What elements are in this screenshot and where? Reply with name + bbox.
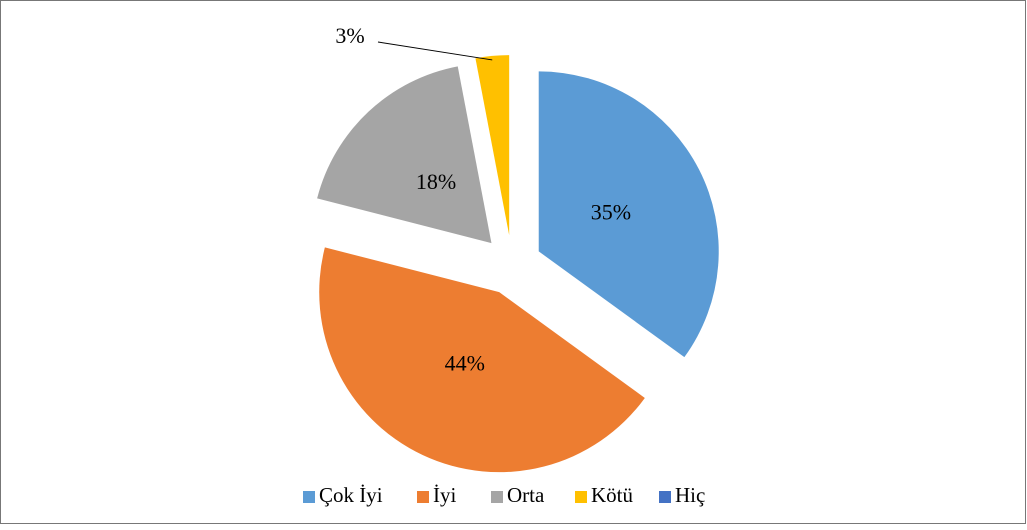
data-label: 44% [445,350,485,375]
data-label: 3% [335,23,364,48]
pie-slice [475,55,510,236]
legend-label: Kötü [591,483,634,507]
legend-label: İyi [433,483,456,507]
pie-slice [538,71,719,358]
legend-label: Hiç [675,483,705,507]
legend-swatch [491,491,503,503]
legend-swatch [659,491,671,503]
leader-line [377,41,493,61]
legend-swatch [303,491,315,503]
data-label: 35% [591,200,631,225]
legend-swatch [575,491,587,503]
legend-label: Orta [507,483,545,507]
legend-swatch [417,491,429,503]
data-label: 18% [416,169,456,194]
pie-slice [317,66,492,244]
legend-label: Çok İyi [319,483,383,507]
pie-slice [319,247,645,473]
